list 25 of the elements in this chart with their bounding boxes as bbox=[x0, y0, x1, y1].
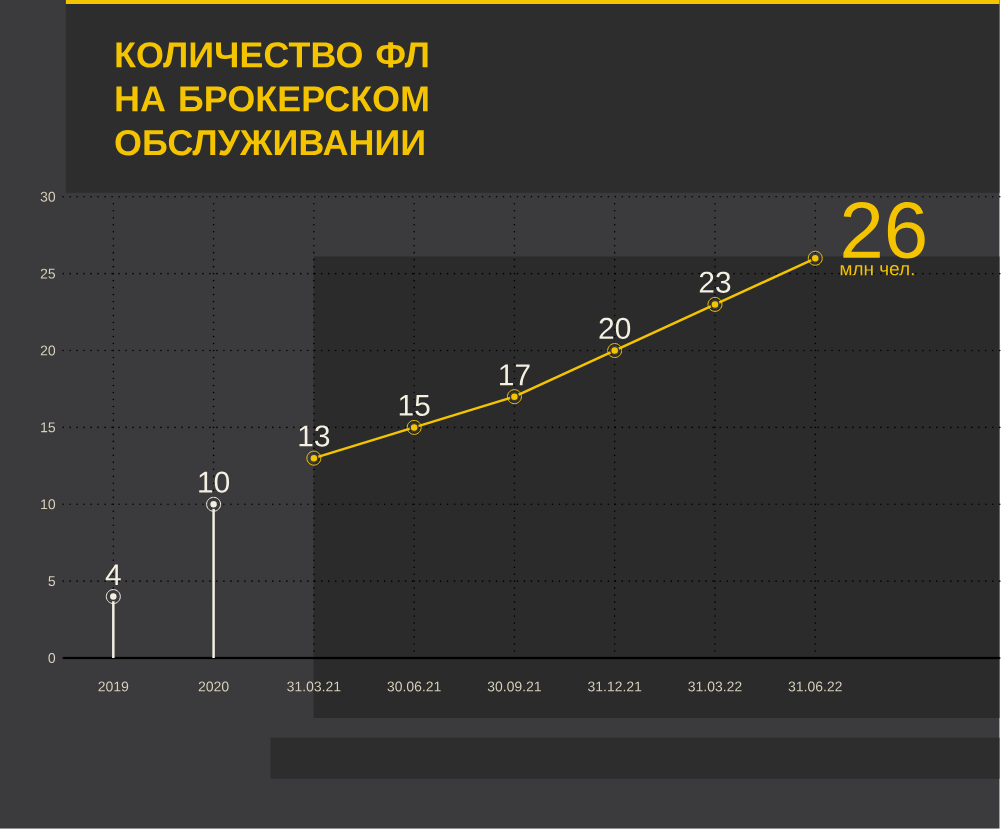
y-tick-label: 0 bbox=[48, 653, 56, 664]
x-tick-label: 31.06.22 bbox=[788, 681, 842, 692]
x-tick-label: 31.03.22 bbox=[688, 681, 742, 692]
x-tick-label: 31.12.21 bbox=[588, 681, 642, 692]
data-label: 10 bbox=[199, 471, 230, 493]
data-label: 4 bbox=[105, 564, 121, 586]
y-tick-label: 5 bbox=[48, 576, 56, 587]
x-tick-label: 2019 bbox=[98, 681, 129, 692]
data-label: 13 bbox=[299, 425, 330, 447]
data-label: 15 bbox=[399, 395, 430, 417]
annotation: млн чел. bbox=[840, 265, 914, 276]
x-tick-label: 30.06.21 bbox=[387, 681, 441, 692]
x-tick-label: 2020 bbox=[198, 681, 229, 692]
chart-title: КОЛИЧЕСТВО ФЛ НА БРОКЕРСКОМ ОБСЛУЖИВАНИИ bbox=[115, 42, 428, 156]
y-tick-label: 25 bbox=[40, 268, 56, 279]
y-tick-label: 15 bbox=[41, 422, 56, 433]
data-label: 23 bbox=[699, 271, 731, 294]
data-label: 26 bbox=[843, 202, 925, 259]
data-label: 20 bbox=[599, 317, 631, 340]
data-label: 17 bbox=[500, 364, 530, 386]
y-tick-label: 30 bbox=[40, 191, 56, 202]
y-tick-label: 20 bbox=[40, 345, 56, 356]
x-tick-label: 31.03.21 bbox=[287, 681, 341, 692]
x-tick-label: 30.09.21 bbox=[487, 681, 541, 692]
y-tick-label: 10 bbox=[41, 499, 56, 510]
